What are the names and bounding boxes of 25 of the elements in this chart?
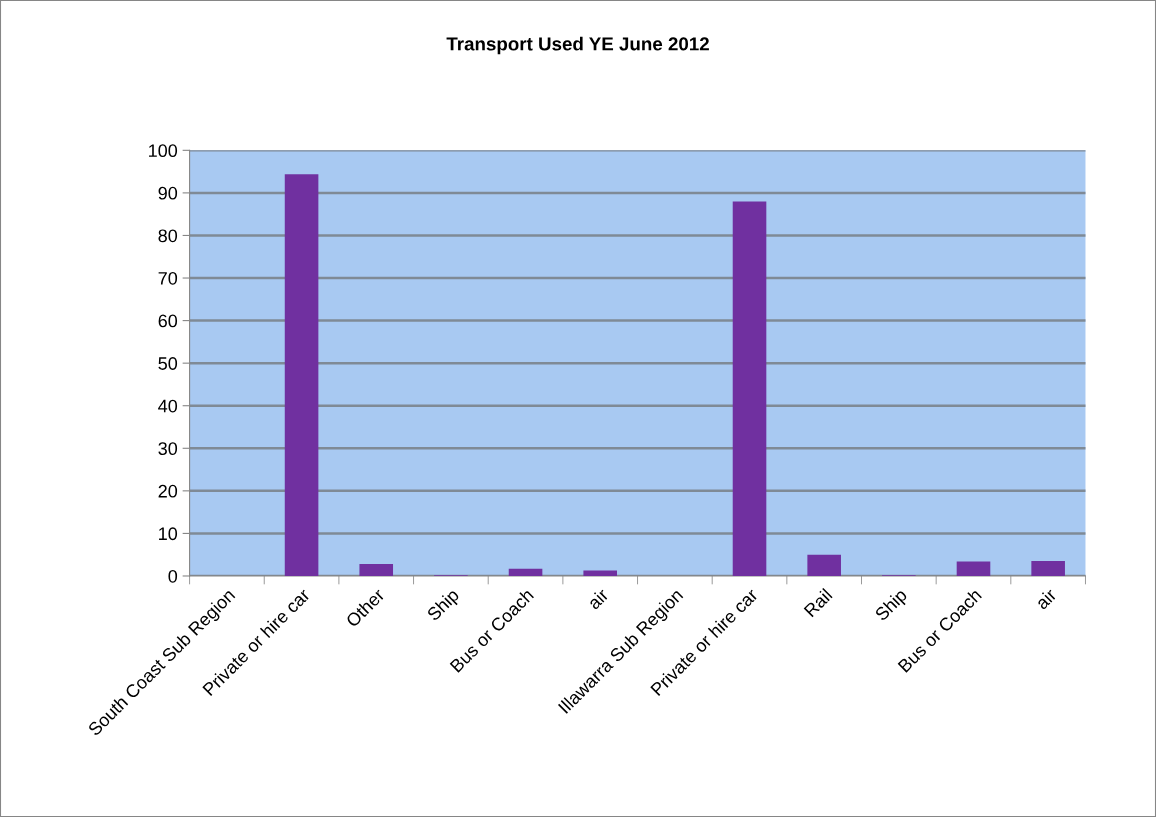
bar: [807, 554, 841, 576]
bar: [508, 568, 543, 576]
y-tick-label: 60: [158, 314, 178, 328]
y-tick-label: 30: [158, 442, 178, 456]
y-tick-label: 0: [168, 569, 178, 583]
y-tick-label: 100: [149, 144, 178, 158]
x-tick-label: Rail: [803, 587, 833, 618]
bar: [732, 201, 767, 576]
chart-title: Transport Used YE June 2012: [446, 36, 709, 55]
y-tick-label: 40: [158, 399, 178, 413]
x-tick-label: Ship: [425, 587, 463, 624]
bar: [583, 570, 617, 576]
y-tick-label: 50: [158, 357, 178, 370]
bar: [956, 561, 991, 576]
bar: [1031, 561, 1065, 576]
bar: [359, 564, 394, 576]
y-tick-label: 20: [158, 484, 178, 498]
y-tick-label: 10: [159, 527, 178, 541]
x-tick-label: air: [1034, 587, 1058, 611]
x-tick-label: air: [586, 587, 610, 611]
x-tick-label: Ship: [873, 587, 911, 624]
y-tick-label: 70: [158, 271, 178, 285]
y-tick-label: 90: [158, 186, 178, 200]
bar: [284, 174, 319, 576]
y-tick-label: 80: [158, 229, 178, 243]
